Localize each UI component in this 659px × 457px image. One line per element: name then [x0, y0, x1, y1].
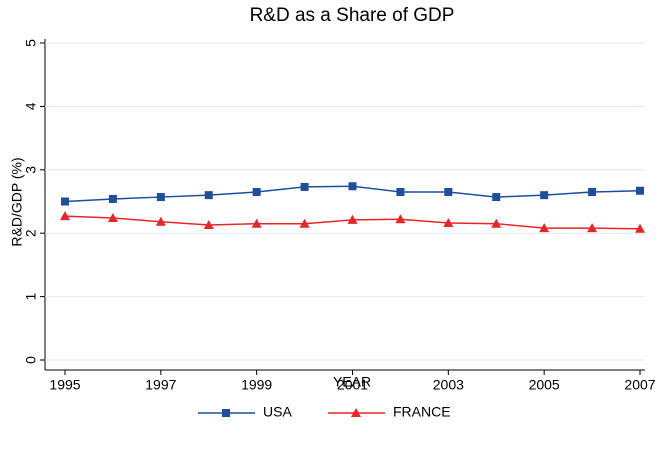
marker	[636, 186, 644, 195]
marker	[492, 193, 501, 202]
marker	[300, 182, 309, 191]
marker	[540, 191, 549, 200]
y-tick-label: 4	[23, 102, 39, 110]
marker	[60, 211, 70, 221]
x-axis-label: YEAR	[333, 374, 371, 390]
marker	[252, 187, 261, 196]
marker	[156, 193, 165, 202]
y-tick-label: 5	[23, 39, 39, 47]
x-tick-label: 2005	[529, 377, 560, 393]
marker	[443, 218, 454, 228]
x-tick-label: 1995	[49, 377, 80, 393]
marker	[491, 218, 502, 228]
marker	[251, 218, 262, 228]
chart-title: R&D as a Share of GDP	[250, 5, 455, 26]
legend-label: FRANCE	[393, 404, 451, 420]
marker	[204, 191, 213, 200]
x-tick-label: 1999	[241, 377, 272, 393]
y-tick-label: 1	[23, 292, 39, 300]
x-tick-label: 1997	[145, 377, 176, 393]
x-tick-label: 2001	[337, 377, 368, 393]
marker	[588, 187, 597, 196]
legend-label: USA	[263, 404, 292, 420]
marker	[348, 182, 357, 191]
marker	[539, 223, 550, 233]
y-tick-label: 3	[23, 166, 39, 174]
marker	[299, 218, 310, 228]
marker	[635, 223, 645, 233]
marker	[155, 216, 166, 226]
marker	[203, 219, 214, 229]
marker	[587, 223, 598, 233]
marker	[61, 197, 69, 206]
marker	[395, 214, 406, 224]
x-tick-label: 2007	[624, 377, 655, 393]
x-tick-label: 2003	[433, 377, 464, 393]
y-tick-label: 2	[23, 229, 39, 237]
legend-marker	[351, 408, 361, 417]
y-tick-label: 0	[23, 356, 39, 364]
y-axis-label: R&D/GDP (%)	[9, 157, 25, 246]
marker	[107, 212, 118, 222]
marker	[396, 187, 405, 196]
legend-marker	[222, 409, 230, 417]
marker	[444, 187, 453, 196]
marker	[108, 194, 117, 203]
marker	[347, 214, 358, 224]
